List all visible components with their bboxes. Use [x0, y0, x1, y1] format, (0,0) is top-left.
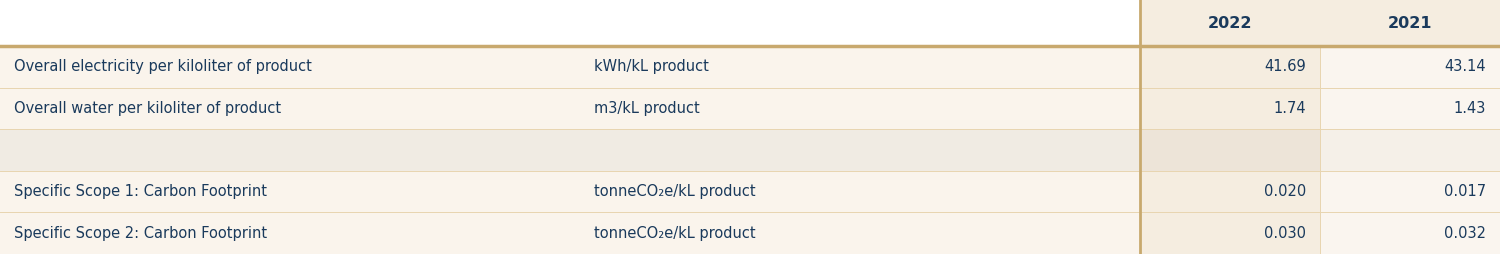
- Bar: [1140, 212, 1320, 254]
- Bar: [1140, 46, 1320, 88]
- Bar: [0, 212, 1140, 254]
- Bar: [1320, 212, 1500, 254]
- Text: Specific Scope 2: Carbon Footprint: Specific Scope 2: Carbon Footprint: [13, 226, 267, 241]
- Bar: [1320, 88, 1500, 129]
- Bar: [0, 129, 1140, 171]
- Bar: [1140, 129, 1320, 171]
- Text: tonneCO₂e/kL product: tonneCO₂e/kL product: [594, 226, 756, 241]
- Bar: [1140, 0, 1500, 46]
- Bar: [1140, 88, 1320, 129]
- Text: 0.030: 0.030: [1264, 226, 1306, 241]
- Bar: [0, 0, 1140, 46]
- Text: tonneCO₂e/kL product: tonneCO₂e/kL product: [594, 184, 756, 199]
- Text: Specific Scope 1: Carbon Footprint: Specific Scope 1: Carbon Footprint: [13, 184, 267, 199]
- Text: Overall electricity per kiloliter of product: Overall electricity per kiloliter of pro…: [13, 59, 312, 74]
- Bar: [1320, 171, 1500, 212]
- Text: 41.69: 41.69: [1264, 59, 1306, 74]
- Text: kWh/kL product: kWh/kL product: [594, 59, 710, 74]
- Bar: [0, 171, 1140, 212]
- Text: 2021: 2021: [1388, 15, 1432, 30]
- Bar: [1320, 129, 1500, 171]
- Text: Overall water per kiloliter of product: Overall water per kiloliter of product: [13, 101, 280, 116]
- Bar: [1320, 46, 1500, 88]
- Text: 0.017: 0.017: [1444, 184, 1486, 199]
- Text: m3/kL product: m3/kL product: [594, 101, 699, 116]
- Text: 0.032: 0.032: [1444, 226, 1486, 241]
- Text: 2022: 2022: [1208, 15, 1252, 30]
- Text: 1.43: 1.43: [1454, 101, 1486, 116]
- Text: 0.020: 0.020: [1263, 184, 1306, 199]
- Bar: [0, 88, 1140, 129]
- Bar: [1140, 171, 1320, 212]
- Text: 1.74: 1.74: [1274, 101, 1306, 116]
- Text: 43.14: 43.14: [1444, 59, 1486, 74]
- Bar: [0, 46, 1140, 88]
